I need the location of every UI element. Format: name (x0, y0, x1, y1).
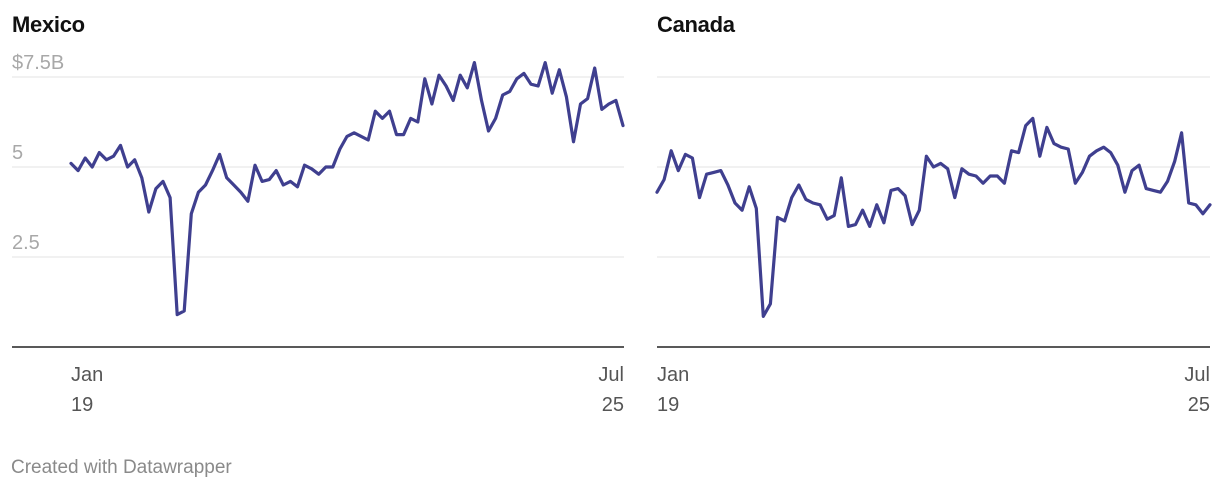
footer-credit: Created with Datawrapper (11, 457, 232, 478)
y-tick-label: 2.5 (12, 232, 40, 254)
x-tick-label: 25 (1188, 394, 1210, 416)
x-tick-label: 25 (602, 394, 624, 416)
y-tick-label: 5 (12, 142, 23, 164)
x-tick-label: Jul (1184, 364, 1210, 386)
chart-title: Mexico (12, 12, 85, 37)
x-tick-label: 19 (71, 394, 93, 416)
x-tick-label: Jan (657, 364, 689, 386)
line-chart: $7.5B 5 2.5 Jan 19 Jul 25 (12, 52, 625, 416)
line-chart: Jan 19 Jul 25 (655, 76, 1212, 416)
chart-title: Canada (657, 12, 735, 37)
x-tick-label: 19 (657, 394, 679, 416)
chart-panel-mexico: Mexico $7.5B 5 2.5 Jan 19 Jul 25 (12, 0, 625, 430)
series-line (69, 60, 625, 317)
series-line (655, 116, 1212, 318)
x-tick-label: Jul (598, 364, 624, 386)
x-tick-label: Jan (71, 364, 103, 386)
chart-panel-canada: Canada Jan 19 Jul 25 (655, 0, 1212, 430)
y-tick-label: $7.5B (12, 52, 64, 74)
